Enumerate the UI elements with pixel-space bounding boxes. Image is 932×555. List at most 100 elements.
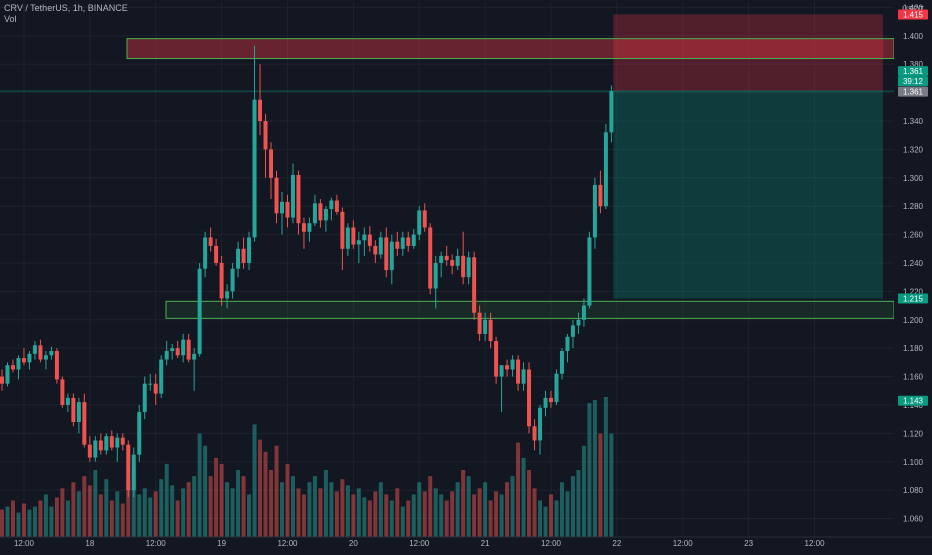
candle-body (329, 200, 334, 210)
volume-bar (301, 494, 306, 537)
candle-body (241, 248, 246, 263)
price-tick-label: 1.400 (903, 32, 924, 41)
time-tick-label: 12:00 (146, 539, 167, 548)
volume-bar (367, 500, 372, 537)
candle-body (93, 440, 98, 458)
candle-body (197, 268, 202, 354)
price-label-text: 39:12 (903, 77, 924, 86)
volume-bar (505, 482, 510, 537)
price-label-text: 1.215 (903, 294, 924, 303)
price-tick-label: 1.180 (903, 344, 924, 353)
volume-bar (428, 476, 433, 537)
price-label-tag (898, 9, 928, 20)
candle-body (301, 223, 306, 232)
price-tick-label: 1.220 (903, 287, 924, 296)
time-axis[interactable]: 12:00 18 12:00 19 12:00 20 12:00 21 12:00 22 12:00… (0, 536, 932, 550)
volume-bar (203, 445, 208, 537)
candle-body (269, 149, 274, 178)
price-tick-label: 1.160 (903, 373, 924, 382)
volume-bar (587, 403, 592, 537)
volume-bar (181, 488, 186, 537)
resistance-zone[interactable] (126, 38, 895, 60)
candle-body (170, 348, 175, 352)
candle-body (27, 353, 32, 363)
candle-body (131, 454, 136, 491)
volume-bar (142, 488, 147, 537)
take-profit-area[interactable] (613, 91, 883, 299)
candle-body (356, 240, 361, 245)
candle-body (181, 339, 186, 356)
volume-bar (0, 509, 4, 537)
candle-body (318, 203, 323, 221)
volume-bar (406, 500, 411, 537)
volume-bar (483, 482, 488, 537)
volume-bar (230, 488, 235, 537)
volume-bar (186, 482, 191, 537)
candle-body (433, 262, 438, 289)
volume-bar (104, 479, 109, 537)
candle-body (236, 248, 241, 269)
candle-body (565, 336, 570, 352)
volume-bar (444, 500, 449, 537)
volume-bar (477, 488, 482, 537)
candle-body (351, 227, 356, 245)
axis-currency-label: USDT (902, 5, 924, 14)
volume-bar (538, 500, 543, 537)
candle-body (367, 234, 372, 246)
price-tick-label: 1.080 (903, 486, 924, 495)
candle-body (76, 402, 81, 422)
volume-bar (581, 445, 586, 537)
candle-body (43, 355, 48, 360)
volume-bar (559, 482, 564, 537)
candle-body (10, 365, 15, 370)
price-tick-label: 1.420 (903, 3, 924, 12)
volume-bar (65, 500, 70, 537)
volume-bar (98, 494, 103, 537)
candle-body (323, 209, 328, 221)
volume-bar (455, 482, 460, 537)
candle-body (21, 358, 26, 363)
volume-bar (422, 491, 427, 537)
volume-bar (576, 470, 581, 537)
volume-bar (43, 494, 48, 537)
price-label-tag (898, 86, 928, 97)
time-tick-label: 18 (85, 539, 94, 548)
time-tick-label: 12:00 (541, 539, 562, 548)
candle-body (570, 325, 575, 337)
candle-body (362, 234, 367, 241)
volume-bar (521, 457, 526, 537)
candle-body (279, 201, 284, 214)
volume-bar (395, 488, 400, 537)
volume-bar (400, 506, 405, 537)
time-tick-label: 22 (612, 539, 621, 548)
candle-body (148, 383, 153, 385)
volume-bar (252, 424, 257, 537)
volume-bar (197, 433, 202, 537)
price-tick-label: 1.280 (903, 202, 924, 211)
price-tick-label: 1.200 (903, 316, 924, 325)
candle-body (554, 373, 559, 403)
candle-body (488, 319, 493, 342)
stop-loss-area[interactable] (613, 14, 883, 92)
candle-body (411, 234, 416, 246)
support-zone[interactable] (165, 300, 895, 319)
volume-bar (345, 485, 350, 537)
candle-body (450, 260, 455, 266)
price-label-text: 1.143 (903, 397, 924, 406)
volume-bar (417, 482, 422, 537)
price-tick-label: 1.240 (903, 259, 924, 268)
volume-bar (126, 482, 131, 537)
candle-body (428, 227, 433, 289)
candle-body (82, 402, 87, 445)
candle-body (32, 345, 37, 354)
price-tick-label: 1.380 (903, 60, 924, 69)
candle-body (296, 174, 301, 224)
time-tick-label: 12:00 (673, 539, 694, 548)
volume-bar (21, 503, 26, 537)
volume-bar (225, 482, 230, 537)
short-position-tool[interactable] (0, 14, 894, 299)
time-tick-label: 20 (349, 539, 358, 548)
